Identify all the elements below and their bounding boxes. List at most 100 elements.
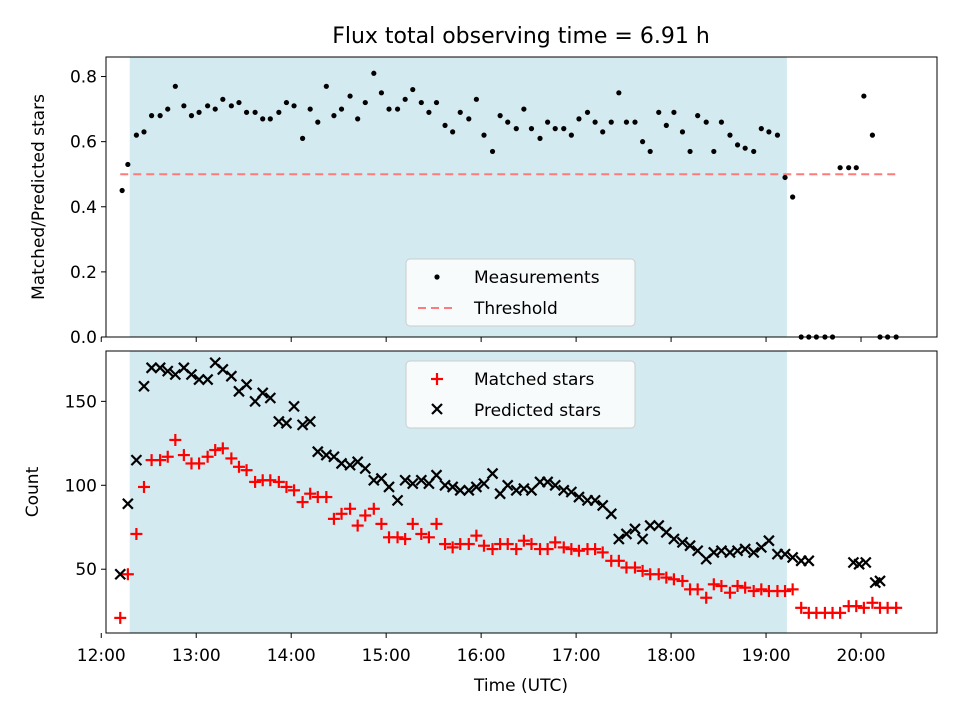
x-tick-label: 15:00 (362, 646, 411, 666)
measurement-point (552, 126, 558, 132)
measurement-point (299, 135, 306, 141)
matched-star-point (676, 574, 689, 587)
measurement-point (481, 132, 487, 138)
predicted-star-point (335, 457, 348, 470)
matched-star-point (232, 460, 245, 473)
measurement-point (205, 103, 211, 109)
predicted-star-point (478, 477, 490, 490)
bottom-y-tick-label: 100 (65, 476, 97, 496)
chart-title: Flux total observing time = 6.91 h (332, 24, 710, 49)
predicted-star-point (501, 479, 514, 492)
measurement-point (433, 99, 440, 106)
measurement-point (513, 126, 519, 132)
matched-star-point (280, 480, 293, 493)
legend-matched-label: Matched stars (474, 370, 594, 390)
predicted-star-point (565, 486, 578, 498)
measurement-point (141, 129, 147, 135)
predicted-star-point (470, 481, 483, 493)
matched-star-point (327, 512, 340, 525)
measurement-points (119, 70, 899, 340)
x-tick-label: 18:00 (647, 646, 696, 666)
top-x-ticks (100, 337, 862, 342)
predicted-star-point (359, 462, 372, 475)
matched-star-point (375, 517, 388, 530)
matched-star-point (169, 433, 182, 446)
measurement-point (497, 113, 503, 119)
predicted-star-point (613, 533, 625, 545)
top-panel: 0.00.20.40.60.8 Matched/Predicted stars … (29, 56, 938, 348)
measurement-point (212, 106, 218, 112)
measurement-point (133, 132, 139, 138)
predicted-star-point (763, 534, 775, 547)
predicted-star-point (130, 454, 143, 466)
predicted-star-point (280, 417, 293, 429)
matched-star-point (137, 480, 150, 493)
matched-star-point (557, 541, 570, 554)
matched-star-point (264, 474, 277, 487)
top-legend: Measurements Threshold (405, 258, 636, 327)
matched-star-point (462, 538, 475, 551)
predicted-star-point (629, 523, 641, 535)
measurement-point (782, 174, 788, 181)
legend-predicted-label: Predicted stars (474, 401, 601, 421)
measurement-point (362, 99, 368, 106)
measurement-point (687, 148, 693, 155)
matched-star-point (857, 601, 870, 614)
predicted-star-point (344, 459, 356, 471)
predicted-star-point (430, 469, 443, 481)
measurement-point (718, 119, 725, 125)
matched-star-point (177, 449, 190, 462)
measurement-point (545, 119, 551, 125)
predicted-star-point (859, 556, 872, 569)
measurement-point (869, 132, 876, 138)
top-y-tick-label: 0.4 (70, 198, 97, 218)
x-tick-label: 19:00 (742, 646, 791, 666)
measurement-point (267, 116, 273, 122)
predicted-star-point (684, 539, 696, 552)
bottom-x-ticks: 12:00 13:00 14:00 15:00 16:00 17:00 18:00 19:00… (77, 633, 886, 666)
measurement-point (751, 148, 757, 155)
measurement-point (236, 99, 242, 106)
predicted-star-point (201, 373, 214, 386)
predicted-star-point (240, 378, 253, 391)
top-y-ticks: 0.0 0.2 0.4 0.6 0.8 (70, 68, 106, 348)
top-y-tick-label: 0.2 (70, 263, 97, 283)
measurement-point (561, 126, 567, 132)
measurement-point (442, 122, 448, 128)
predicted-star-point (596, 499, 609, 512)
predicted-star-point (264, 392, 277, 404)
predicted-star-point (525, 484, 538, 497)
predicted-star-point (541, 476, 554, 488)
measurement-point (196, 109, 202, 115)
measurement-point (632, 119, 638, 125)
matched-star-point (296, 496, 309, 509)
predicted-star-point (739, 543, 751, 555)
predicted-star-point (122, 497, 134, 510)
measurement-point (457, 109, 463, 115)
measurement-point (537, 135, 543, 141)
bottom-legend: Matched stars Predicted stars (405, 360, 636, 429)
predicted-star-point (225, 370, 238, 382)
matched-star-point (344, 502, 357, 515)
measurement-point (600, 129, 606, 135)
predicted-star-point (383, 481, 395, 493)
predicted-star-point (193, 373, 205, 386)
measurement-point (846, 165, 852, 171)
x-tick-label: 20:00 (837, 646, 886, 666)
matched-star-point (422, 531, 435, 544)
legend-measurements-label: Measurements (474, 268, 600, 288)
matched-star-point (628, 561, 641, 574)
predicted-star-point (549, 479, 561, 492)
measurement-point (521, 106, 527, 112)
measurement-point (592, 119, 598, 125)
matched-star-point (779, 585, 792, 598)
measurement-point (758, 126, 764, 132)
matched-star-point (201, 450, 214, 463)
legend-predicted-marker (431, 403, 443, 415)
predicted-star-point (463, 484, 475, 497)
matched-star-point (359, 509, 372, 522)
bottom-y-ticks: 50 100 150 (65, 392, 106, 580)
measurement-point (378, 90, 385, 96)
